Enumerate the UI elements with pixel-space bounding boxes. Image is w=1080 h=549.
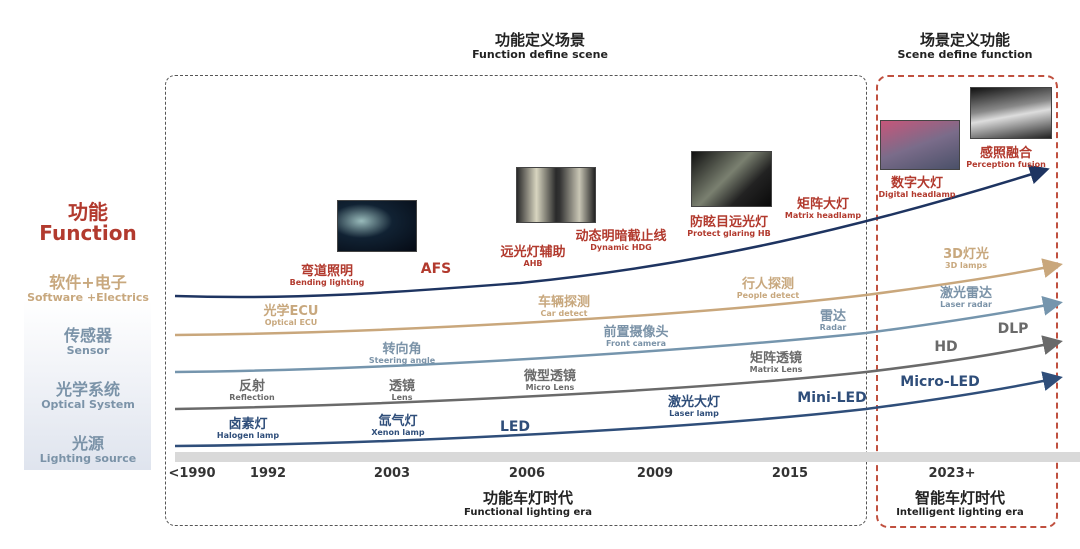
label-ahb: 远光灯辅助 AHB [500, 245, 566, 269]
label-people-detect: 行人探测 People detect [736, 277, 800, 301]
year-label: <1990 [168, 466, 216, 481]
label-laser-lamp: 激光大灯 Laser lamp [667, 395, 721, 419]
label-digital-headlamp: 数字大灯 Digital headlamp [878, 176, 956, 200]
label-lens: 透镜 Lens [388, 379, 416, 403]
left-footer: 功能车灯时代 Functional lighting era [464, 489, 592, 518]
left-header: 功能定义场景 Function define scene [472, 31, 608, 61]
software-line [174, 258, 1063, 337]
year-label: 2006 [508, 466, 546, 481]
label-laser-radar: 激光雷达 Laser radar [939, 286, 993, 310]
label-matrix-headlamp: 矩阵大灯 Matrix headlamp [784, 197, 862, 221]
label-micro-led: Micro-LED [900, 374, 980, 390]
year-label: 1992 [249, 466, 287, 481]
year-label: 2023+ [928, 466, 976, 481]
label-mini-led: Mini-LED [797, 390, 867, 406]
category-sensor: 传感器 Sensor [63, 326, 112, 357]
label-front-camera: 前置摄像头 Front camera [603, 325, 669, 349]
bending-lighting-image [337, 200, 417, 252]
year-label: 2015 [771, 466, 809, 481]
label-perception-fusion: 感照融合 Perception fusion [966, 146, 1046, 170]
label-afs: AFS [420, 261, 452, 277]
label-optical-ecu: 光学ECU Optical ECU [263, 304, 319, 328]
label-protect-glaring: 防眩目远光灯 Protect glaring HB [687, 215, 771, 239]
functional-era-box [165, 75, 867, 526]
ahb-image [516, 167, 596, 223]
digital-headlamp-image [880, 120, 960, 170]
label-steering-angle: 转向角 Steering angle [368, 342, 436, 366]
source-line [174, 371, 1063, 448]
category-optical: 光学系统 Optical System [41, 380, 135, 411]
function-line [174, 164, 1050, 299]
label-matrix-lens: 矩阵透镜 Matrix Lens [749, 351, 803, 375]
optical-line [174, 335, 1063, 411]
label-car-detect: 车辆探测 Car detect [537, 295, 591, 319]
label-hd: HD [934, 339, 958, 355]
year-label: 2003 [373, 466, 411, 481]
category-source: 光源 Lighting source [39, 434, 137, 465]
right-footer: 智能车灯时代 Intelligent lighting era [896, 489, 1024, 518]
timeline-band [175, 452, 1080, 462]
label-xenon: 氙气灯 Xenon lamp [371, 414, 425, 438]
label-micro-lens: 微型透镜 Micro Lens [523, 369, 577, 393]
label-led: LED [499, 419, 531, 435]
category-function: 功能 Function [39, 200, 137, 245]
label-bending-lighting: 弯道照明 Bending lighting [289, 264, 365, 288]
label-dlp: DLP [997, 321, 1029, 337]
label-dynamic-hdg: 动态明暗截止线 Dynamic HDG [575, 229, 667, 253]
year-label: 2009 [636, 466, 674, 481]
protect-glaring-image [691, 151, 772, 207]
category-software: 软件+电子 Software +Electrics [27, 273, 149, 304]
label-3d-lamps: 3D灯光 3D lamps [943, 247, 989, 271]
label-radar: 雷达 Radar [819, 309, 847, 333]
sensor-line [174, 295, 1063, 374]
category-panel-bg [24, 300, 151, 470]
label-halogen: 卤素灯 Halogen lamp [216, 417, 280, 441]
right-header: 场景定义功能 Scene define function [897, 31, 1033, 61]
label-reflection: 反射 Reflection [229, 379, 275, 403]
perception-fusion-image [970, 87, 1052, 139]
